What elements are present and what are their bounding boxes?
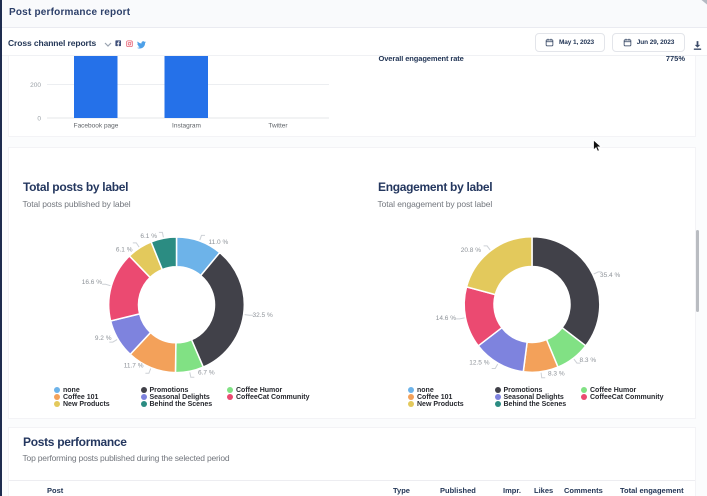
svg-text:11.0 %: 11.0 %: [209, 239, 229, 246]
svg-text:35.4 %: 35.4 %: [600, 272, 620, 279]
svg-text:9.2 %: 9.2 %: [95, 335, 112, 342]
svg-text:6.1 %: 6.1 %: [116, 247, 133, 254]
svg-text:16.6 %: 16.6 %: [82, 279, 102, 286]
svg-text:6.7 %: 6.7 %: [198, 370, 215, 377]
svg-text:Twitter: Twitter: [268, 123, 288, 130]
svg-text:Instagram: Instagram: [172, 123, 201, 130]
svg-text:Facebook page: Facebook page: [74, 123, 119, 130]
svg-text:6.1 %: 6.1 %: [140, 233, 157, 240]
svg-text:8.3 %: 8.3 %: [580, 357, 597, 364]
svg-text:12.5 %: 12.5 %: [469, 360, 489, 367]
svg-text:32.5 %: 32.5 %: [253, 312, 273, 319]
svg-text:14.6 %: 14.6 %: [436, 315, 456, 322]
svg-text:11.7 %: 11.7 %: [124, 363, 144, 370]
svg-text:8.3 %: 8.3 %: [548, 371, 565, 378]
svg-text:200: 200: [30, 82, 41, 89]
svg-text:0: 0: [37, 116, 41, 123]
svg-text:20.8 %: 20.8 %: [461, 247, 481, 254]
